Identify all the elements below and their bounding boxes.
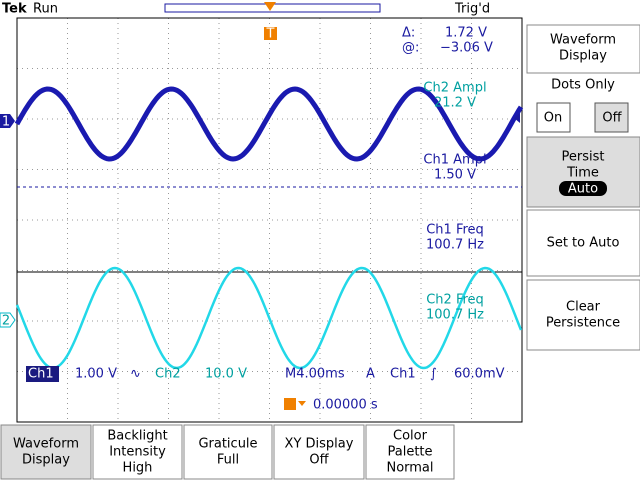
- measurement-label: Ch1 Freq: [426, 223, 484, 238]
- dots-only-label: Dots Only: [551, 78, 615, 93]
- trigger-pos-marker: [264, 2, 276, 11]
- bottom-button[interactable]: [92, 424, 183, 480]
- bottom-button-line: Waveform: [13, 437, 79, 452]
- trigger-level-marker: [514, 113, 520, 123]
- status-ch1: Ch1: [28, 367, 54, 382]
- status-ch1-coupling: ∿: [130, 367, 141, 382]
- ch1-marker: [0, 114, 15, 128]
- ch2-marker: [0, 312, 16, 328]
- bottom-button-line: Backlight: [107, 429, 167, 444]
- bottom-button-line: Display: [22, 453, 70, 468]
- measurement-label: Ch2 Freq: [426, 293, 484, 308]
- set-auto-button[interactable]: [526, 209, 640, 277]
- trigger-pos-icon: [284, 398, 296, 410]
- status-ch2: Ch2: [155, 367, 181, 382]
- bottom-button[interactable]: [183, 424, 273, 480]
- status-trigger-position: 0.00000 s: [313, 398, 378, 413]
- ch1-badge: [26, 366, 59, 382]
- side-menu: Waveform Display Dots Only On Off Persis…: [526, 24, 640, 351]
- graticule: [17, 18, 522, 422]
- off-button[interactable]: [594, 102, 629, 133]
- bottom-button-line: Normal: [386, 461, 433, 476]
- persist-value: Auto: [568, 182, 598, 197]
- bottom-button-line: Off: [309, 453, 329, 468]
- measurement-label: Ch2 Ampl: [423, 81, 486, 96]
- trigger-status: Trig'd: [454, 2, 490, 17]
- bottom-button-line: Full: [217, 453, 239, 468]
- status-ch2-scale: 10.0 V: [205, 367, 247, 382]
- ch2-marker-label: 2: [2, 314, 10, 329]
- measurement-value: 100.7 Hz: [426, 308, 484, 323]
- ch1-waveform: [14, 86, 524, 162]
- measurement-value: 1.50 V: [434, 168, 476, 183]
- persist-value-pill: [559, 181, 607, 196]
- bottom-button[interactable]: [273, 424, 365, 480]
- at-label: @:: [402, 41, 419, 56]
- status-trigger-level: 60.0mV: [454, 367, 505, 382]
- clear-button[interactable]: [526, 279, 640, 351]
- menu-title-line: Waveform: [550, 33, 616, 48]
- bottom-button-line: High: [123, 461, 153, 476]
- graticule-frame: [16, 17, 523, 423]
- delta-label: Δ:: [402, 26, 415, 41]
- bottom-button[interactable]: [0, 424, 92, 480]
- status-trigger-mode: A: [366, 367, 375, 382]
- status-trigger-source: Ch1: [390, 367, 416, 382]
- menu-title-box: [526, 24, 640, 74]
- measurement-value: 100.7 Hz: [426, 238, 484, 253]
- clear-line: Clear: [566, 300, 601, 315]
- persist-line: Persist: [562, 150, 605, 165]
- bottom-button-line: XY Display: [285, 437, 354, 452]
- ch2-waveform: [15, 266, 523, 370]
- on-button[interactable]: [536, 102, 571, 133]
- trigger-marker-box: [264, 27, 277, 40]
- status-ch1-scale: 1.00 V: [75, 367, 117, 382]
- bottom-button-line: Graticule: [198, 437, 257, 452]
- ch1-marker-label: 1: [2, 115, 10, 130]
- run-status: Run: [33, 2, 58, 17]
- brand: Tek: [2, 2, 27, 17]
- bottom-button-line: Intensity: [109, 445, 166, 460]
- off-label: Off: [602, 111, 622, 126]
- bottom-button[interactable]: [365, 424, 455, 480]
- set-auto-label: Set to Auto: [547, 236, 620, 251]
- bottom-button-line: Color: [393, 429, 428, 444]
- measurement-value: 21.2 V: [434, 96, 476, 111]
- status-timebase: M4.00ms: [285, 367, 345, 382]
- status-trigger-slope: ∫: [430, 367, 437, 382]
- trigger-pos-arrow: [298, 401, 306, 406]
- menu-title-line: Display: [559, 49, 607, 64]
- persist-line: Time: [566, 166, 599, 181]
- bottom-button-line: Palette: [387, 445, 432, 460]
- on-label: On: [544, 111, 562, 126]
- at-value: −3.06 V: [440, 41, 493, 56]
- clear-line: Persistence: [546, 316, 620, 331]
- trigger-marker: T: [266, 27, 275, 42]
- measurement-label: Ch1 Ampl: [423, 153, 486, 168]
- delta-value: 1.72 V: [445, 26, 487, 41]
